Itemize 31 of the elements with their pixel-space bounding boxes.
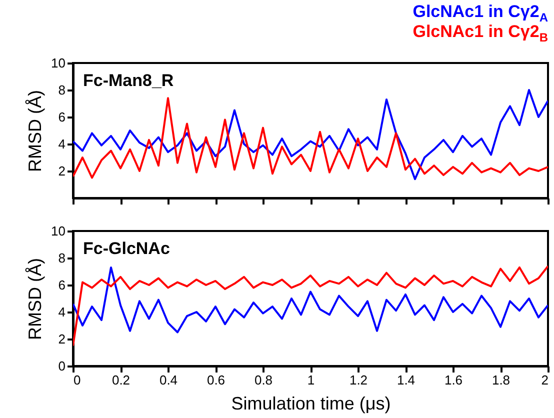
y-tick-label: 0 xyxy=(58,358,66,374)
y-tick-label: 2 xyxy=(58,332,66,346)
y-tick-label: 8 xyxy=(58,250,66,266)
y-tick-label: 6 xyxy=(58,110,66,124)
line-series xyxy=(73,265,548,347)
x-tick-label: 0 xyxy=(74,372,81,388)
x-tick-label: 1.4 xyxy=(396,372,416,388)
chart-title: Fc-GlcNAc xyxy=(83,239,170,258)
text: GlcNAc1 in Cγ2$_{A}$ xyxy=(412,2,548,24)
y-tick-label: 2 xyxy=(58,164,66,178)
x-tick-label: 1.2 xyxy=(349,372,368,388)
x-tick-label: 0.2 xyxy=(112,372,130,388)
x-axis-title: Simulation time (μs) xyxy=(231,394,391,414)
y-tick-label: 4 xyxy=(58,304,66,320)
y-axis-title: RMSD (Å) xyxy=(25,258,46,340)
y-tick-label: 6 xyxy=(58,278,66,292)
y-axis-title: RMSD (Å) xyxy=(25,90,46,172)
x-tick-label: 2 xyxy=(541,372,548,388)
x-tick-label: 0.4 xyxy=(159,372,178,388)
y-tick-label: 4 xyxy=(58,136,66,152)
x-tick-label: 0.8 xyxy=(254,372,273,388)
x-tick-label: 0.6 xyxy=(206,372,226,388)
y-tick-label: 10 xyxy=(51,56,66,70)
x-tick-label: 1.8 xyxy=(492,372,510,388)
y-tick-label: 10 xyxy=(51,224,66,238)
chart-title: Fc-Man8_R xyxy=(83,71,174,90)
text: GlcNAc1 in Cγ2$_{B}$ xyxy=(412,22,548,44)
x-tick-label: 1.6 xyxy=(444,372,463,388)
y-tick-label: 8 xyxy=(58,82,66,98)
line-series xyxy=(73,266,548,334)
x-tick-label: 1 xyxy=(307,372,315,388)
